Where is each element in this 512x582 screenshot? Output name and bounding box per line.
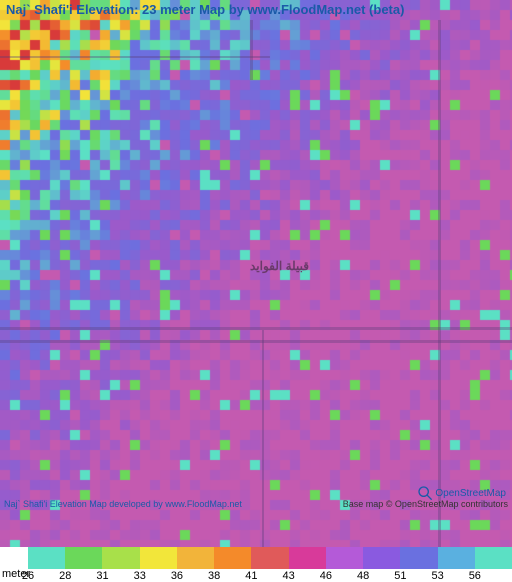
legend-tick: 48 — [357, 570, 369, 582]
attr-left-text: Naj` Shafi'i Elevation Map developed by … — [4, 499, 242, 509]
legend-tick: 56 — [469, 570, 481, 582]
legend-tick: 51 — [394, 570, 406, 582]
legend-swatch: 48 — [363, 547, 400, 569]
legend-swatch: 31 — [102, 547, 139, 569]
road-segment — [0, 327, 512, 330]
legend-tick: 26 — [22, 570, 34, 582]
legend-swatch: 53 — [438, 547, 475, 569]
legend-swatch: 33 — [140, 547, 177, 569]
legend-swatch: 51 — [400, 547, 437, 569]
legend-swatch: 56 — [475, 547, 512, 569]
heatmap-canvas — [0, 0, 512, 547]
road-segment — [250, 20, 253, 80]
legend-tick: 38 — [208, 570, 220, 582]
road-segment — [438, 20, 441, 547]
elevation-map[interactable]: قبيلة الفوايد OpenStreetMap Naj` Shafi'i… — [0, 0, 512, 547]
road-segment — [0, 340, 512, 343]
road-segment — [0, 56, 270, 58]
legend-tick: 43 — [283, 570, 295, 582]
legend-tick: 36 — [171, 570, 183, 582]
legend-tick: 31 — [96, 570, 108, 582]
legend-swatch: 28 — [65, 547, 102, 569]
color-legend: meter 26283133363841434648515356 — [0, 547, 512, 582]
legend-bar: 26283133363841434648515356 — [28, 547, 512, 582]
legend-tick: 33 — [134, 570, 146, 582]
attribution-right: Base map © OpenStreetMap contributors — [343, 499, 508, 509]
legend-swatch: 41 — [251, 547, 288, 569]
legend-swatch: 46 — [326, 547, 363, 569]
attr-right-text: Base map © OpenStreetMap contributors — [343, 499, 508, 509]
legend-tick: 41 — [245, 570, 257, 582]
attribution-left: Naj` Shafi'i Elevation Map developed by … — [4, 499, 242, 509]
page-title: Naj` Shafi'i Elevation: 23 meter Map by … — [6, 2, 404, 17]
legend-tick: 28 — [59, 570, 71, 582]
legend-swatch: 36 — [177, 547, 214, 569]
legend-swatch: 38 — [214, 547, 251, 569]
road-segment — [262, 330, 264, 547]
osm-logo-text: OpenStreetMap — [435, 488, 506, 499]
legend-tick: 53 — [431, 570, 443, 582]
legend-tick: 46 — [320, 570, 332, 582]
header-text: Naj` Shafi'i Elevation: 23 meter Map by … — [6, 2, 404, 17]
legend-swatch: 43 — [289, 547, 326, 569]
legend-swatch: 26 — [28, 547, 65, 569]
